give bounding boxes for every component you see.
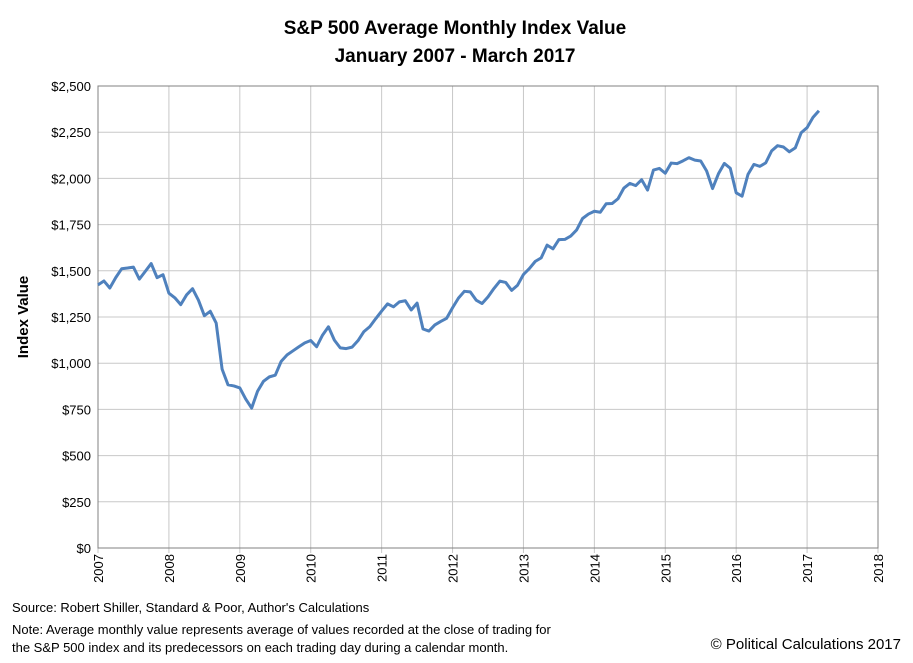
x-tick-label: 2015 <box>658 554 673 583</box>
note-line-2: the S&P 500 index and its predecessors o… <box>12 640 509 655</box>
y-tick-label: $250 <box>62 495 91 510</box>
y-tick-label: $1,750 <box>51 218 91 233</box>
source-note: Source: Robert Shiller, Standard & Poor,… <box>12 600 370 615</box>
chart: S&P 500 Average Monthly Index Value Janu… <box>15 18 886 583</box>
x-tick-label: 2008 <box>162 554 177 583</box>
x-tick-label: 2016 <box>729 554 744 583</box>
y-tick-label: $2,000 <box>51 171 91 186</box>
x-tick-label: 2010 <box>304 554 319 583</box>
y-tick-label: $2,500 <box>51 79 91 94</box>
y-tick-label: $1,000 <box>51 356 91 371</box>
y-tick-label: $2,250 <box>51 125 91 140</box>
y-tick-label: $750 <box>62 402 91 417</box>
x-tick-label: 2011 <box>375 554 390 582</box>
x-tick-label: 2007 <box>91 554 106 583</box>
copyright: © Political Calculations 2017 <box>710 636 901 653</box>
x-tick-label: 2012 <box>446 554 461 583</box>
y-axis-label: Index Value <box>15 276 32 359</box>
x-tick-label: 2018 <box>871 554 886 583</box>
plot-area <box>97 85 879 549</box>
x-tick-label: 2014 <box>587 554 602 583</box>
y-tick-label: $1,500 <box>51 264 91 279</box>
y-axis-ticks: $0 $250 $500 $750 $1,000 $1,250 $1,500 $1,750 $2… <box>51 79 91 556</box>
series-line-sp500 <box>97 109 821 410</box>
y-tick-label: $1,250 <box>51 310 91 325</box>
chart-subtitle: January 2007 - March 2017 <box>335 46 576 67</box>
x-axis-ticks: 2007 2008 2009 2010 2011 2012 2013 2014 2015 2016… <box>91 554 886 583</box>
chart-title: S&P 500 Average Monthly Index Value <box>284 18 626 39</box>
x-tick-label: 2013 <box>516 554 531 583</box>
note-line-1: Note: Average monthly value represents a… <box>12 622 551 637</box>
y-tick-label: $0 <box>77 541 91 556</box>
y-tick-label: $500 <box>62 449 91 464</box>
x-tick-label: 2017 <box>800 554 815 583</box>
x-tick-label: 2009 <box>233 554 248 583</box>
